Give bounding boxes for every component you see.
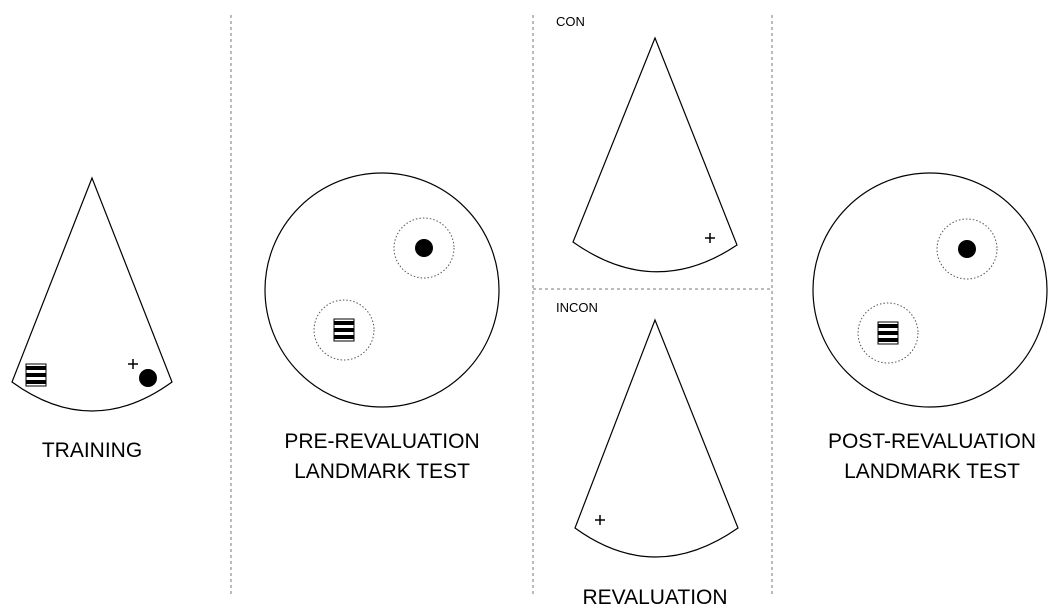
landmark: [333, 318, 355, 342]
platform-marker: [594, 514, 606, 526]
goal-dot: [415, 239, 433, 257]
zone: [313, 299, 375, 361]
condition-label: INCON: [556, 300, 598, 315]
arena: [812, 172, 1048, 408]
zone: [857, 302, 919, 364]
panel-label: LANDMARK TEST: [844, 460, 1020, 483]
landmark: [25, 363, 47, 387]
zone: [936, 218, 998, 280]
panel-label: TRAINING: [42, 439, 142, 462]
maze-arm: [574, 318, 739, 558]
platform-marker: [127, 358, 139, 370]
arena: [264, 172, 500, 408]
maze-arm: [572, 36, 738, 273]
panel-label: POST-REVALUATION: [828, 430, 1036, 453]
condition-label: CON: [556, 14, 585, 29]
panel-label: LANDMARK TEST: [294, 460, 470, 483]
landmark: [877, 321, 899, 345]
goal-dot: [139, 369, 157, 387]
panel-label: PRE-REVALUATION: [284, 430, 479, 453]
goal-dot: [958, 240, 976, 258]
zone: [393, 217, 455, 279]
panel-label: REVALUATION: [582, 586, 727, 608]
platform-marker: [704, 232, 716, 244]
maze-arm: [11, 176, 173, 412]
